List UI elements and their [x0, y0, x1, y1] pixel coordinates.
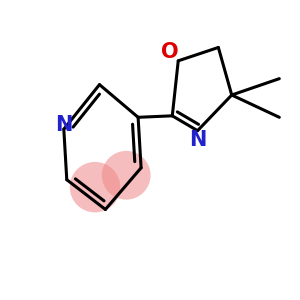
- Circle shape: [102, 151, 151, 200]
- Text: N: N: [55, 115, 73, 135]
- Circle shape: [70, 162, 120, 212]
- Text: O: O: [161, 42, 179, 62]
- Text: N: N: [189, 130, 206, 150]
